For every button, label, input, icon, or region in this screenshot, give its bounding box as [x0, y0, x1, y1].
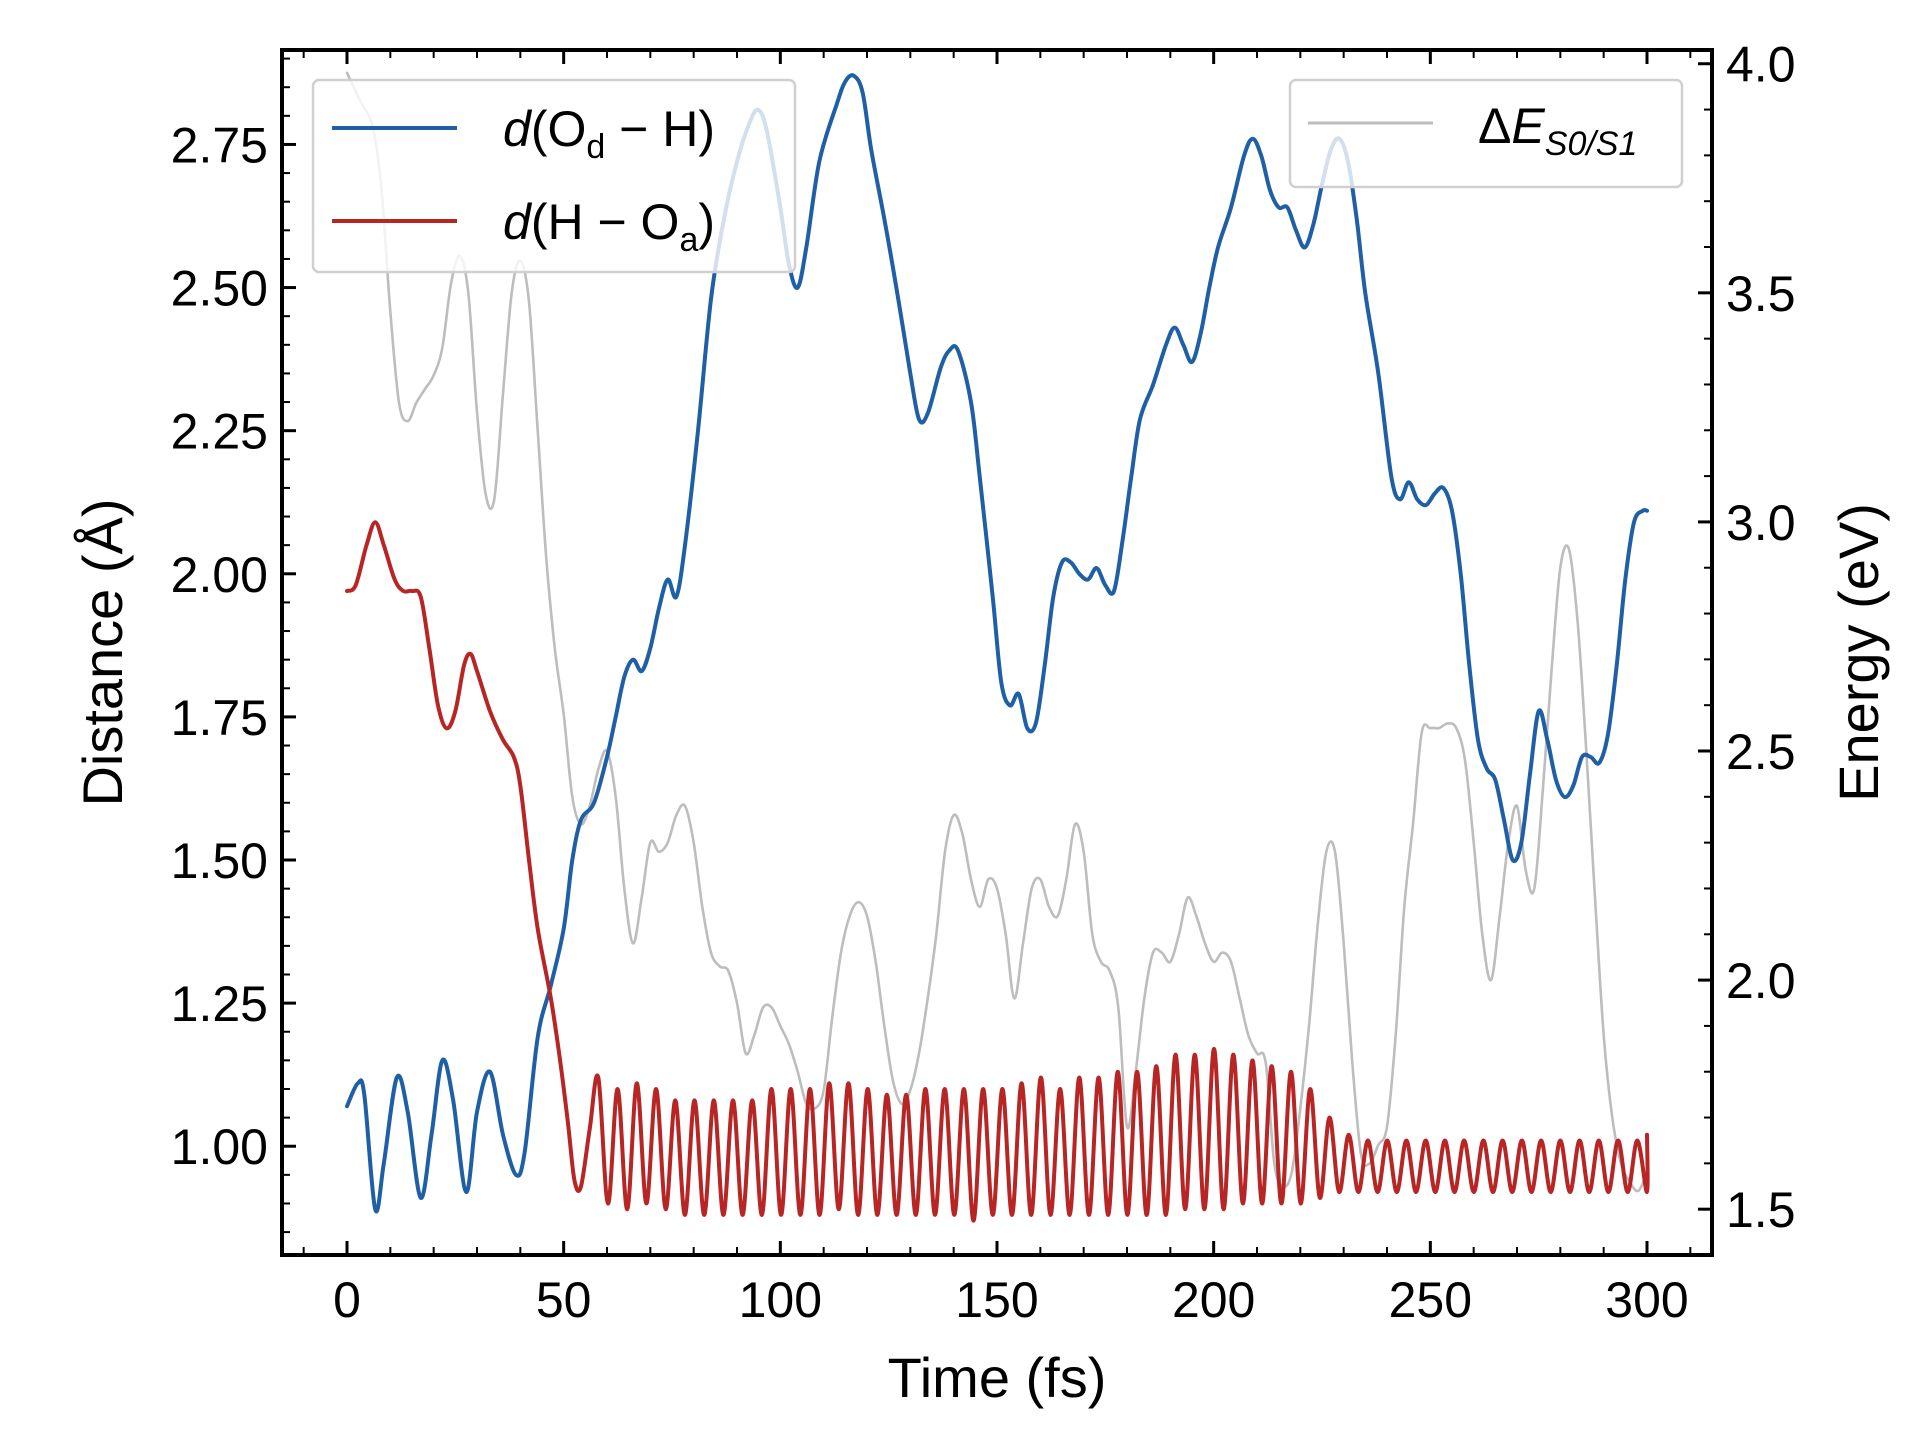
series-line-h-oa: [345, 520, 1650, 1223]
legend-delta-e-pre: Δ: [1478, 98, 1511, 154]
x-tick-label: 200: [1172, 1272, 1255, 1328]
y-left-tick-label: 2.50: [171, 261, 268, 317]
series-layer: [345, 71, 1650, 1223]
series-line-od-h: [345, 73, 1649, 1214]
legend-od-h-post: − H): [605, 101, 715, 157]
legend-od-h-italic: d: [503, 101, 533, 157]
legend-h-oa-pre: (H − O: [531, 194, 680, 250]
legend-left: d(Od − H) d(H − Oa): [311, 78, 797, 274]
legend-h-oa-italic: d: [503, 194, 533, 250]
legend-h-oa-sub: a: [679, 221, 698, 259]
plot-frame: [280, 48, 1714, 1257]
legend-od-h-sub: d: [586, 128, 605, 166]
y-right-tick-label: 2.0: [1726, 953, 1796, 1009]
y-left-axis-title: Distance (Å): [71, 498, 134, 806]
legend-od-h-pre: (O: [531, 101, 587, 157]
x-tick-label: 100: [739, 1272, 822, 1328]
y-right-tick-label: 3.5: [1726, 266, 1796, 322]
legend-h-oa-post: ): [698, 194, 715, 250]
y-left-tick-label: 1.00: [171, 1119, 268, 1175]
x-tick-label: 150: [955, 1272, 1038, 1328]
series-line-delta-e: [345, 71, 1649, 1193]
y-right-tick-label: 2.5: [1726, 724, 1796, 780]
y-right-tick-label: 3.0: [1726, 495, 1796, 551]
y-right-tick-labels: 1.5 2.0 2.5 3.0 3.5 4.0: [1726, 37, 1796, 1238]
y-left-tick-label: 2.25: [171, 404, 268, 460]
x-tick-label: 300: [1605, 1272, 1688, 1328]
y-left-tick-label: 2.75: [171, 117, 268, 173]
x-tick-labels: 0 50 100 150 200 250 300: [333, 1272, 1689, 1328]
legend-right-box: [1288, 78, 1684, 189]
x-tick-label: 50: [536, 1272, 592, 1328]
legend-label-delta-e: ΔES0/S1: [1478, 98, 1637, 163]
y-left-tick-labels: 1.00 1.25 1.50 1.75 2.00 2.25 2.50 2.75: [171, 117, 268, 1175]
y-left-tick-label: 1.50: [171, 833, 268, 889]
y-left-tick-label: 1.75: [171, 690, 268, 746]
legend-delta-e-sub: S0/S1: [1545, 125, 1638, 163]
x-tick-label: 250: [1389, 1272, 1472, 1328]
legend-right: ΔES0/S1: [1288, 78, 1684, 189]
legend-label-od-h: d(Od − H): [503, 101, 715, 166]
x-tick-label: 0: [333, 1272, 361, 1328]
y-left-tick-label: 1.25: [171, 976, 268, 1032]
y-right-tick-label: 4.0: [1726, 37, 1796, 93]
y-right-tick-label: 1.5: [1726, 1182, 1796, 1238]
y-left-tick-label: 2.00: [171, 547, 268, 603]
legend-delta-e-italic: E: [1511, 98, 1545, 154]
x-axis-title: Time (fs): [888, 1346, 1107, 1409]
legend-label-h-oa: d(H − Oa): [503, 194, 715, 259]
y-right-axis-title: Energy (eV): [1827, 503, 1890, 802]
